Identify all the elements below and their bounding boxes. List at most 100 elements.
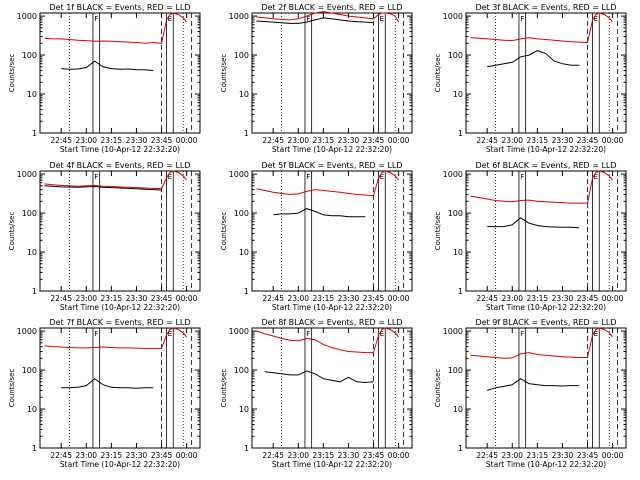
x-tick-label: 23:15 (313, 136, 335, 145)
y-axis-label: Counts/sec (434, 212, 442, 251)
lld-series-line (44, 12, 187, 44)
y-axis-label: Counts/sec (220, 54, 228, 93)
x-axis-label: Start Time (10-Apr-12 22:32:20) (272, 145, 392, 154)
x-tick-label: 23:00 (287, 451, 309, 460)
events-series-line (264, 370, 374, 384)
panel-title: Det 6f BLACK = Events, RED = LLD (475, 161, 616, 170)
panel-3: Det 3f BLACK = Events, RED = LLD F E 1 10 100… (434, 3, 627, 154)
y-tick-label: 10 (453, 90, 463, 99)
y-tick-label: 1000 (17, 170, 37, 179)
y-tick-label: 100 (448, 209, 463, 218)
y-axis-label: Counts/sec (8, 369, 16, 408)
panel-title: Det 2f BLACK = Events, RED = LLD (261, 3, 402, 12)
x-tick-label: 23:30 (126, 136, 148, 145)
events-series-line (61, 60, 154, 72)
y-tick-label: 10 (27, 248, 37, 257)
x-tick-label: 00:00 (602, 451, 624, 460)
plot-frame (39, 327, 201, 449)
x-tick-label: 23:30 (552, 294, 574, 303)
events-series-line (44, 185, 162, 191)
eclipse-marker: E (380, 330, 384, 338)
plot-frame (39, 170, 201, 292)
lld-series-line (256, 327, 399, 354)
plot-frame (465, 327, 627, 449)
y-tick-label: 10 (239, 90, 249, 99)
x-tick-label: 23:45 (151, 294, 173, 303)
y-tick-label: 10 (453, 248, 463, 257)
flare-marker: F (94, 15, 98, 23)
x-tick-label: 23:15 (101, 451, 123, 460)
x-tick-label: 23:45 (151, 136, 173, 145)
y-tick-label: 1 (32, 129, 37, 138)
x-tick-label: 23:15 (527, 294, 549, 303)
y-tick-label: 1 (458, 444, 463, 453)
x-tick-label: 23:00 (75, 294, 97, 303)
y-tick-label: 1000 (17, 327, 37, 336)
lld-series-line (470, 327, 613, 359)
plot-frame (251, 12, 413, 134)
flare-marker: F (520, 173, 524, 181)
x-tick-label: 23:00 (287, 294, 309, 303)
y-tick-label: 1000 (443, 170, 463, 179)
flare-marker: F (306, 173, 310, 181)
y-tick-label: 1000 (229, 327, 249, 336)
panel-title: Det 7f BLACK = Events, RED = LLD (49, 318, 190, 327)
y-tick-label: 1000 (17, 12, 37, 21)
flare-marker: F (520, 330, 524, 338)
y-tick-label: 1000 (229, 12, 249, 21)
panel-6: Det 6f BLACK = Events, RED = LLD F E 1 10 100… (434, 161, 627, 312)
panel-2: Det 2f BLACK = Events, RED = LLD F E 1 10 100… (220, 3, 413, 154)
y-tick-label: 100 (234, 366, 249, 375)
x-tick-label: 00:00 (388, 136, 410, 145)
y-axis-label: Counts/sec (8, 212, 16, 251)
events-series-line (487, 217, 580, 229)
plot-frame (251, 327, 413, 449)
x-tick-label: 22:45 (262, 451, 284, 460)
x-tick-label: 00:00 (176, 451, 198, 460)
y-tick-label: 1 (458, 129, 463, 138)
eclipse-marker: E (594, 15, 598, 23)
x-axis-label: Start Time (10-Apr-12 22:32:20) (60, 145, 180, 154)
eclipse-marker: E (380, 15, 384, 23)
events-series-line (273, 208, 366, 218)
y-tick-label: 100 (22, 51, 37, 60)
y-tick-label: 1 (244, 129, 249, 138)
x-tick-label: 00:00 (388, 451, 410, 460)
x-tick-label: 23:00 (501, 451, 523, 460)
x-tick-label: 22:45 (262, 294, 284, 303)
flare-marker: F (306, 15, 310, 23)
x-axis-label: Start Time (10-Apr-12 22:32:20) (272, 460, 392, 469)
panel-7: Det 7f BLACK = Events, RED = LLD F E 1 10 100… (8, 318, 201, 469)
x-tick-label: 22:45 (50, 451, 72, 460)
x-tick-label: 23:15 (313, 294, 335, 303)
panel-1: Det 1f BLACK = Events, RED = LLD F E 1 10 100… (8, 3, 201, 154)
y-tick-label: 1000 (229, 170, 249, 179)
eclipse-marker: E (168, 330, 172, 338)
eclipse-marker: E (168, 173, 172, 181)
x-tick-label: 23:00 (75, 451, 97, 460)
y-tick-label: 10 (27, 405, 37, 414)
panel-4: Det 4f BLACK = Events, RED = LLD F E 1 10 100… (8, 161, 201, 312)
y-axis-label: Counts/sec (8, 54, 16, 93)
y-axis-label: Counts/sec (434, 369, 442, 408)
y-tick-label: 10 (239, 405, 249, 414)
x-tick-label: 23:45 (577, 294, 599, 303)
lld-series-line (470, 12, 613, 44)
x-tick-label: 23:45 (363, 294, 385, 303)
plot-frame (465, 12, 627, 134)
x-tick-label: 23:15 (101, 136, 123, 145)
y-tick-label: 10 (239, 248, 249, 257)
panel-8: Det 8f BLACK = Events, RED = LLD F E 1 10 100… (220, 318, 413, 469)
y-tick-label: 100 (22, 209, 37, 218)
flare-marker: F (520, 15, 524, 23)
x-tick-label: 23:00 (501, 136, 523, 145)
x-tick-label: 23:00 (287, 136, 309, 145)
x-axis-label: Start Time (10-Apr-12 22:32:20) (486, 145, 606, 154)
panel-title: Det 8f BLACK = Events, RED = LLD (261, 318, 402, 327)
flare-marker: F (94, 330, 98, 338)
y-tick-label: 100 (448, 51, 463, 60)
x-tick-label: 23:45 (363, 136, 385, 145)
x-tick-label: 23:15 (527, 451, 549, 460)
panel-title: Det 1f BLACK = Events, RED = LLD (49, 3, 190, 12)
